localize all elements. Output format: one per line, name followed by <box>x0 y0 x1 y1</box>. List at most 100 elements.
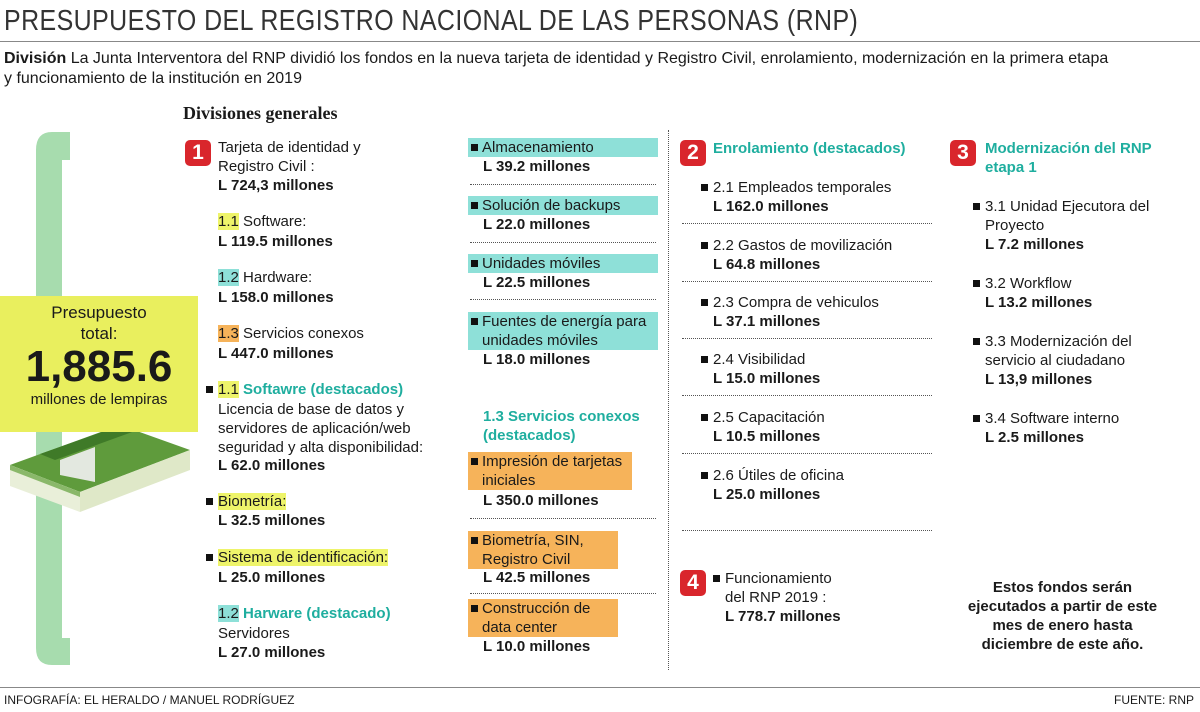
title: PRESUPUESTO DEL REGISTRO NACIONAL DE LAS… <box>4 5 859 37</box>
item: 1.3 Servicios conexos <box>218 324 364 343</box>
subheading: 1.1 Softawre (destacados) <box>205 380 404 399</box>
label: Biometría: <box>218 493 287 510</box>
amount: L 778.7 millones <box>725 608 841 625</box>
section-title: Divisiones generales <box>183 103 338 123</box>
label: 2.3 Compra de vehiculos <box>701 293 923 312</box>
amount: L 724,3 millones <box>218 177 334 194</box>
amount: L 27.0 millones <box>218 644 326 661</box>
label: 2.1 Empleados temporales <box>701 178 923 197</box>
lead: División La Junta Interventora del RNP d… <box>4 49 1114 89</box>
label: 2.4 Visibilidad <box>701 350 923 369</box>
amount: L 15.0 millones <box>713 370 821 387</box>
amount: L 350.0 millones <box>483 492 599 509</box>
label: Software: <box>243 213 307 230</box>
tag: 1.2 <box>218 605 239 622</box>
label: 2.5 Capacitación <box>701 408 923 427</box>
label: 3.4 Software interno <box>973 409 1150 428</box>
separator <box>682 223 932 224</box>
label: Funcionamiento del RNP 2019 : <box>713 569 845 607</box>
amount: L 447.0 millones <box>218 345 334 362</box>
separator <box>470 593 656 594</box>
badge: 4 <box>680 570 706 596</box>
amount: L 119.5 millones <box>218 233 333 250</box>
badge: 2 <box>680 140 706 166</box>
item: Construcción de data center <box>468 599 618 637</box>
rule <box>0 687 1200 688</box>
amount: L 10.5 millones <box>713 428 821 445</box>
lead-text: La Junta Interventora del RNP dividió lo… <box>4 50 1109 87</box>
subheading: 1.3 Servicios conexos (destacados) <box>483 407 658 445</box>
badge: 3 <box>950 140 976 166</box>
credit: INFOGRAFÍA: EL HERALDO / MANUEL RODRÍGUE… <box>4 693 295 707</box>
item: 1.1 Software: <box>218 212 306 231</box>
amount: L 22.0 millones <box>483 216 591 233</box>
total-label: Presupuesto total: <box>51 303 147 343</box>
subheading-title: Softawre (destacados) <box>243 381 404 398</box>
amount: L 22.5 millones <box>483 274 591 291</box>
source: FUENTE: RNP <box>1113 693 1194 707</box>
label: 3.1 Unidad Ejecutora del Proyecto <box>973 198 1150 234</box>
total-unit: millones de lempiras <box>30 391 168 408</box>
label: Licencia de base de datos y servidores d… <box>218 401 424 456</box>
label: Tarjeta de identidad y Registro Civil : <box>218 139 361 175</box>
separator <box>470 242 656 243</box>
item: Biometría: <box>205 492 287 511</box>
amount: L 37.1 millones <box>713 313 821 330</box>
subheading-title: Harware (destacado) <box>243 605 391 622</box>
amount: L 42.5 millones <box>483 569 591 586</box>
amount: L 64.8 millones <box>713 256 821 273</box>
tag: 1.3 <box>218 325 239 342</box>
separator <box>470 184 656 185</box>
amount: L 2.5 millones <box>985 429 1084 446</box>
item: Solución de backups <box>468 196 658 215</box>
separator <box>682 338 932 339</box>
subheading: 1.2 Harware (destacado) <box>218 604 391 623</box>
separator <box>470 299 656 300</box>
label: 3.3 Modernización del servicio al ciudad… <box>973 332 1150 370</box>
tag: 1.3 <box>483 408 504 425</box>
label: Sistema de identificación: <box>218 549 389 566</box>
amount: L 25.0 millones <box>713 486 821 503</box>
division-title: Modernización del RNP etapa 1 <box>985 140 1152 176</box>
separator <box>682 453 932 454</box>
amount: L 39.2 millones <box>483 158 591 175</box>
item: Fuentes de energía para unidades móviles <box>468 312 658 350</box>
amount: L 162.0 millones <box>713 198 829 215</box>
amount: L 7.2 millones <box>985 236 1084 253</box>
badge: 1 <box>185 140 211 166</box>
total-box: Presupuesto total: 1,885.6 millones de l… <box>0 296 198 432</box>
separator <box>682 395 932 396</box>
note: Estos fondos serán ejecutados a partir d… <box>967 579 1158 653</box>
tag: 1.2 <box>218 269 239 286</box>
label: 3.2 Workflow <box>973 274 1150 293</box>
label: 2.2 Gastos de movilización <box>701 236 923 255</box>
item: Impresión de tarjetas iniciales <box>468 452 632 490</box>
amount: L 18.0 millones <box>483 351 591 368</box>
item: Almacenamiento <box>468 138 658 157</box>
item: 1.2 Hardware: <box>218 268 312 287</box>
label: 2.6 Útiles de oficina <box>701 466 923 485</box>
tag: 1.1 <box>218 381 239 398</box>
amount: L 62.0 millones <box>218 457 326 474</box>
total-amount: 1,885.6 <box>25 342 173 391</box>
label: Servidores <box>218 625 290 642</box>
amount: L 32.5 millones <box>218 512 326 529</box>
separator <box>470 518 656 519</box>
column-divider <box>668 130 669 670</box>
rule <box>0 41 1200 42</box>
separator <box>682 530 932 531</box>
item: Biometría, SIN, Registro Civil <box>468 531 618 569</box>
amount: L 13.2 millones <box>985 294 1093 311</box>
label: Servicios conexos <box>243 325 364 342</box>
tag: 1.1 <box>218 213 239 230</box>
item: Unidades móviles <box>468 254 658 273</box>
division-title: Enrolamiento (destacados) <box>713 140 906 157</box>
amount: L 13,9 millones <box>985 371 1093 388</box>
subheading-title: Servicios conexos (destacados) <box>483 408 640 444</box>
lead-label: División <box>4 50 67 67</box>
item: Sistema de identificación: <box>205 548 389 567</box>
amount: L 158.0 millones <box>218 289 334 306</box>
amount: L 25.0 millones <box>218 569 326 586</box>
separator <box>682 281 932 282</box>
